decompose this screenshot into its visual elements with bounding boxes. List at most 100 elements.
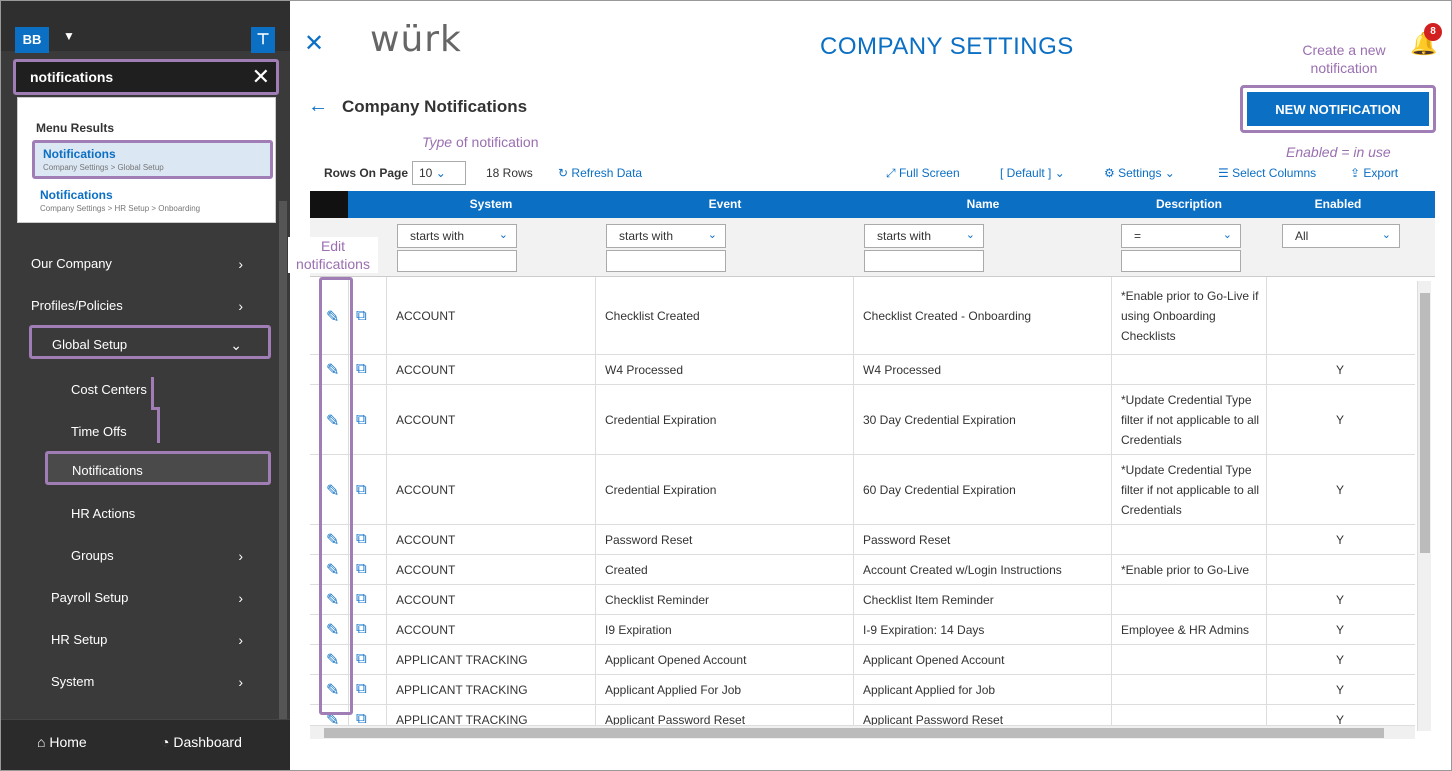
copy-icon[interactable]: ⧉ <box>356 360 367 377</box>
table-row[interactable]: ✎ ⧉ ACCOUNT Credential Expiration 30 Day … <box>310 385 1415 455</box>
nav-global-setup[interactable]: Global Setup ⌄ <box>29 325 271 359</box>
filter-name-select[interactable]: starts with ⌄ <box>864 224 984 248</box>
pencil-icon[interactable]: ✎ <box>326 532 340 549</box>
nav-system[interactable]: System › <box>51 665 271 699</box>
filter-enabled-select[interactable]: All ⌄ <box>1282 224 1400 248</box>
copy-icon[interactable]: ⧉ <box>356 680 367 697</box>
caret-down-icon[interactable]: ▼ <box>63 29 75 43</box>
gear-icon: ⚙ <box>1104 166 1115 180</box>
menu-result-label: Notifications <box>43 147 116 161</box>
filter-system-select[interactable]: starts with ⌄ <box>397 224 517 248</box>
cell-enabled: Y <box>1336 682 1345 697</box>
filter-event-select[interactable]: starts with ⌄ <box>606 224 726 248</box>
nav-profiles-policies[interactable]: Profiles/Policies › <box>31 289 271 323</box>
rows-on-page-select[interactable]: 10 ⌄ <box>412 161 466 185</box>
cell-enabled: Y <box>1336 712 1345 727</box>
sidebar-scrollbar[interactable] <box>279 201 287 721</box>
grid-header: System Event Name Description Enabled <box>310 191 1435 218</box>
column-header-system[interactable]: System <box>469 197 513 211</box>
copy-icon[interactable]: ⧉ <box>356 650 367 667</box>
annotation-type-word: Type <box>422 134 453 150</box>
nav-hr-actions[interactable]: HR Actions <box>71 497 291 531</box>
view-select[interactable]: [ Default ] ⌄ <box>1000 166 1065 180</box>
menu-search-input[interactable] <box>30 69 230 85</box>
column-divider <box>853 277 854 731</box>
sidebar: BB ▼ ⊤ ✕ Our Company › Profiles/Policies ›… <box>1 1 291 770</box>
grid-horizontal-scrollbar[interactable] <box>310 725 1415 739</box>
new-notification-button[interactable]: NEW NOTIFICATION <box>1247 92 1429 126</box>
sidebar-footer: ⌂ Home ◔ Dashboard <box>1 719 290 770</box>
nav-hr-setup[interactable]: HR Setup › <box>51 623 271 657</box>
scroll-thumb[interactable] <box>324 728 1384 738</box>
filter-system-input[interactable] <box>397 250 517 272</box>
pencil-icon[interactable]: ✎ <box>326 682 340 699</box>
annotation-arrow <box>151 377 154 407</box>
settings-button[interactable]: ⚙ Settings ⌄ <box>1104 166 1175 180</box>
clear-icon[interactable]: ✕ <box>251 64 270 89</box>
scroll-thumb[interactable] <box>1420 293 1430 553</box>
dashboard-link[interactable]: ◔ Dashboard <box>161 734 242 750</box>
pencil-icon[interactable]: ✎ <box>326 362 340 379</box>
logo: würk <box>370 19 462 60</box>
nav-our-company[interactable]: Our Company › <box>31 247 271 281</box>
copy-icon[interactable]: ⧉ <box>356 481 367 498</box>
copy-icon[interactable]: ⧉ <box>356 530 367 547</box>
filter-event-input[interactable] <box>606 250 726 272</box>
grid-vertical-scrollbar[interactable] <box>1417 281 1431 731</box>
rows-on-page-value: 10 <box>419 166 433 180</box>
pencil-icon[interactable]: ✎ <box>326 483 340 500</box>
menu-result-item[interactable]: Notifications Company Settings > HR Setu… <box>32 184 273 217</box>
filter-description-input[interactable] <box>1121 250 1241 272</box>
column-header-description[interactable]: Description <box>1155 197 1222 211</box>
menu-result-path: Company Settings > HR Setup > Onboarding <box>40 204 201 213</box>
avatar[interactable]: BB <box>15 27 49 53</box>
nav-groups[interactable]: Groups › <box>71 539 271 573</box>
table-row[interactable]: ✎ ⧉ APPLICANT TRACKING Applicant Opened A… <box>310 645 1415 675</box>
select-columns-button[interactable]: ☰ Select Columns <box>1218 166 1316 180</box>
table-row[interactable]: ✎ ⧉ ACCOUNT Checklist Created Checklist C… <box>310 277 1415 355</box>
pin-icon[interactable]: ⊤ <box>251 27 275 53</box>
cell-event: Applicant Applied For Job <box>605 682 742 697</box>
back-arrow-icon[interactable]: ← <box>308 95 328 117</box>
full-screen-button[interactable]: ⤢ Full Screen <box>886 166 960 181</box>
copy-icon[interactable]: ⧉ <box>356 620 367 637</box>
refresh-data-button[interactable]: ↻ Refresh Data <box>558 166 642 180</box>
copy-icon[interactable]: ⧉ <box>356 560 367 577</box>
cell-event: W4 Processed <box>605 362 684 377</box>
column-header-enabled[interactable]: Enabled <box>1314 197 1362 211</box>
pencil-icon[interactable]: ✎ <box>326 622 340 639</box>
column-header-event[interactable]: Event <box>708 197 742 211</box>
table-row[interactable]: ✎ ⧉ ACCOUNT Created Account Created w/Log… <box>310 555 1415 585</box>
filter-name-input[interactable] <box>864 250 984 272</box>
select-columns-label: Select Columns <box>1232 166 1317 180</box>
pencil-icon[interactable]: ✎ <box>326 592 340 609</box>
pencil-icon[interactable]: ✎ <box>326 652 340 669</box>
copy-icon[interactable]: ⧉ <box>356 710 367 727</box>
pencil-icon[interactable]: ✎ <box>326 309 340 326</box>
pencil-icon[interactable]: ✎ <box>326 712 340 729</box>
table-row[interactable]: ✎ ⧉ ACCOUNT I9 Expiration I-9 Expiration:… <box>310 615 1415 645</box>
table-row[interactable]: ✎ ⧉ ACCOUNT Password Reset Password Reset… <box>310 525 1415 555</box>
expand-icon: ⤢ <box>886 166 896 180</box>
table-row[interactable]: ✎ ⧉ ACCOUNT W4 Processed W4 Processed Y <box>310 355 1415 385</box>
pencil-icon[interactable]: ✎ <box>326 413 340 430</box>
nav-cost-centers[interactable]: Cost Centers <box>71 373 291 407</box>
close-icon[interactable]: ✕ <box>304 30 325 57</box>
menu-result-item[interactable]: Notifications Company Settings > Global … <box>32 140 273 179</box>
home-link[interactable]: ⌂ Home <box>37 734 87 750</box>
copy-icon[interactable]: ⧉ <box>356 590 367 607</box>
nav-time-offs[interactable]: Time Offs <box>71 415 291 449</box>
nav-payroll-setup[interactable]: Payroll Setup › <box>51 581 271 615</box>
filter-description-select[interactable]: = ⌄ <box>1121 224 1241 248</box>
menu-result-path: Company Settings > Global Setup <box>43 163 164 172</box>
cell-system: ACCOUNT <box>396 592 456 607</box>
table-row[interactable]: ✎ ⧉ ACCOUNT Checklist Reminder Checklist … <box>310 585 1415 615</box>
copy-icon[interactable]: ⧉ <box>356 411 367 428</box>
column-header-name[interactable]: Name <box>966 197 1000 211</box>
table-row[interactable]: ✎ ⧉ ACCOUNT Credential Expiration 60 Day … <box>310 455 1415 525</box>
table-row[interactable]: ✎ ⧉ APPLICANT TRACKING Applicant Applied … <box>310 675 1415 705</box>
export-button[interactable]: ⇪ Export <box>1350 166 1398 180</box>
nav-notifications[interactable]: Notifications <box>45 451 271 485</box>
copy-icon[interactable]: ⧉ <box>356 307 367 324</box>
pencil-icon[interactable]: ✎ <box>326 562 340 579</box>
